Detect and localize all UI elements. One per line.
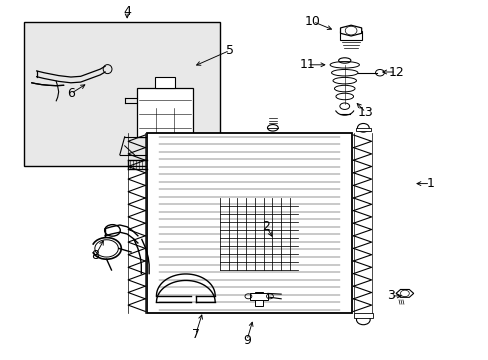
Text: 3: 3 — [386, 289, 394, 302]
Text: 10: 10 — [305, 15, 320, 28]
Text: 8: 8 — [91, 249, 99, 262]
Text: 5: 5 — [225, 44, 233, 57]
Bar — [137, 88, 193, 137]
Text: 1: 1 — [426, 177, 433, 190]
Text: 11: 11 — [299, 58, 314, 71]
Text: 12: 12 — [387, 66, 403, 78]
Polygon shape — [340, 25, 361, 36]
Bar — [250, 293, 267, 300]
Bar — [353, 313, 372, 318]
Text: 4: 4 — [123, 5, 131, 18]
Text: 6: 6 — [67, 87, 75, 100]
Bar — [340, 31, 361, 40]
Bar — [255, 292, 263, 306]
Bar — [146, 133, 351, 313]
Text: 13: 13 — [357, 106, 373, 119]
Polygon shape — [395, 289, 413, 297]
Text: 9: 9 — [243, 334, 250, 347]
Text: 7: 7 — [191, 328, 199, 341]
Bar — [155, 77, 175, 88]
Bar — [355, 128, 370, 131]
Text: 2: 2 — [262, 220, 270, 233]
Bar — [24, 22, 220, 166]
